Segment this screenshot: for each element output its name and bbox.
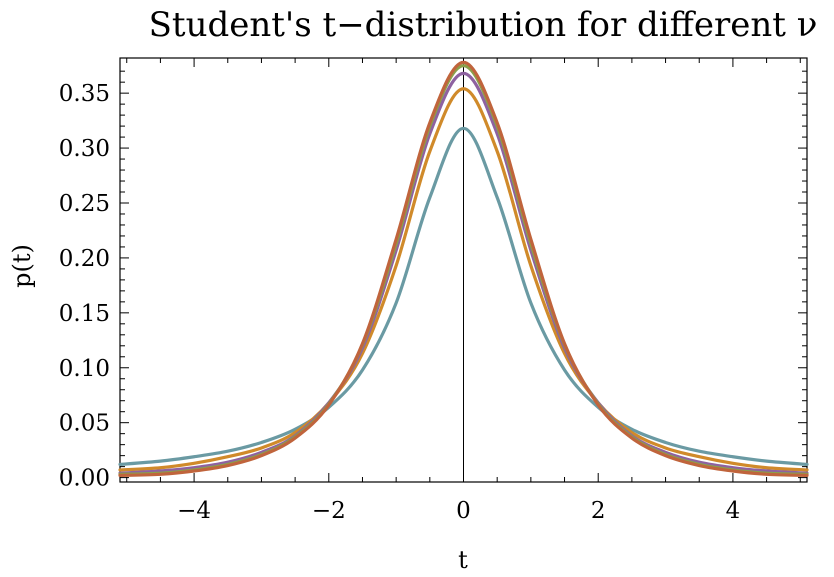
- series-line-5: [118, 60, 809, 478]
- series-line-3: [118, 71, 809, 475]
- chart-title: Student's t−distribution for different ν: [149, 5, 818, 45]
- y-axis-label: p(t): [8, 244, 36, 288]
- x-tick-label: −2: [312, 498, 346, 524]
- y-tick-label: 0.20: [59, 246, 110, 272]
- y-tick-label: 0.15: [59, 301, 110, 327]
- x-tick-label: −4: [177, 498, 211, 524]
- x-tick-label: 0: [456, 498, 471, 524]
- y-tick-label: 0.10: [59, 356, 110, 382]
- x-axis-label: t: [458, 546, 468, 574]
- y-tick-label: 0.25: [59, 191, 110, 217]
- x-tick-label: 4: [726, 498, 741, 524]
- plot-area: −4 −2 0 2 4 0.00 0.05 0.10 0.15 0.20 0.25 0.30 0.35: [59, 57, 809, 524]
- x-tick-label: 2: [591, 498, 606, 524]
- y-tick-label: 0.00: [59, 466, 110, 492]
- series-line-2: [118, 87, 809, 472]
- series-line-1: [118, 126, 809, 467]
- y-tick-label: 0.35: [59, 81, 110, 107]
- y-tick-label: 0.05: [59, 411, 110, 437]
- y-tick-label: 0.30: [59, 136, 110, 162]
